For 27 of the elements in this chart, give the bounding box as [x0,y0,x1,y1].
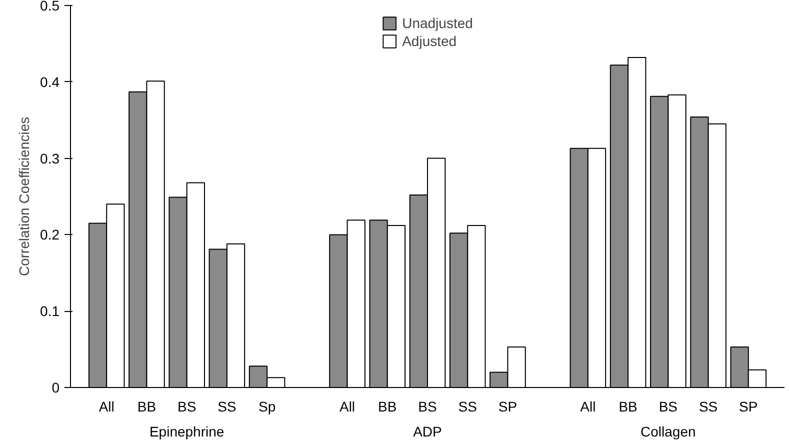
x-tick-label: All [580,398,596,414]
text: ADP [413,424,442,440]
x-tick-label: SS [458,398,477,414]
x-tick-label: BB [137,398,156,414]
y-tick-label: 0 [52,380,60,396]
legend-label: Adjusted [402,33,457,49]
legend-label: Unadjusted [402,15,473,31]
y-tick-label: 0.4 [40,74,60,90]
x-tick-label: All [98,398,114,414]
y-tick-label: 0.2 [40,226,60,243]
x-tick-label: Sp [258,398,276,414]
x-tick-label: All [339,398,356,414]
x-tick-label: SS [218,398,236,414]
y-tick-label: 0.3 [40,150,60,166]
x-tick-label: SP [739,398,758,414]
text: Epinephrine [149,424,224,440]
y-tick-label: 0.1 [40,303,60,320]
y-tick-label: 0.5 [40,0,60,14]
x-tick-label: BB [378,398,397,414]
y-axis-title: Correlation Coefficiencies [16,116,32,276]
x-tick-label: BS [658,398,678,414]
x-tick-label: SP [498,398,518,414]
text: Collagen [640,424,696,440]
x-tick-label: BB [618,398,638,414]
x-tick-label: BS [418,398,437,414]
x-tick-label: BS [177,398,196,414]
x-tick-label: SS [698,398,718,414]
